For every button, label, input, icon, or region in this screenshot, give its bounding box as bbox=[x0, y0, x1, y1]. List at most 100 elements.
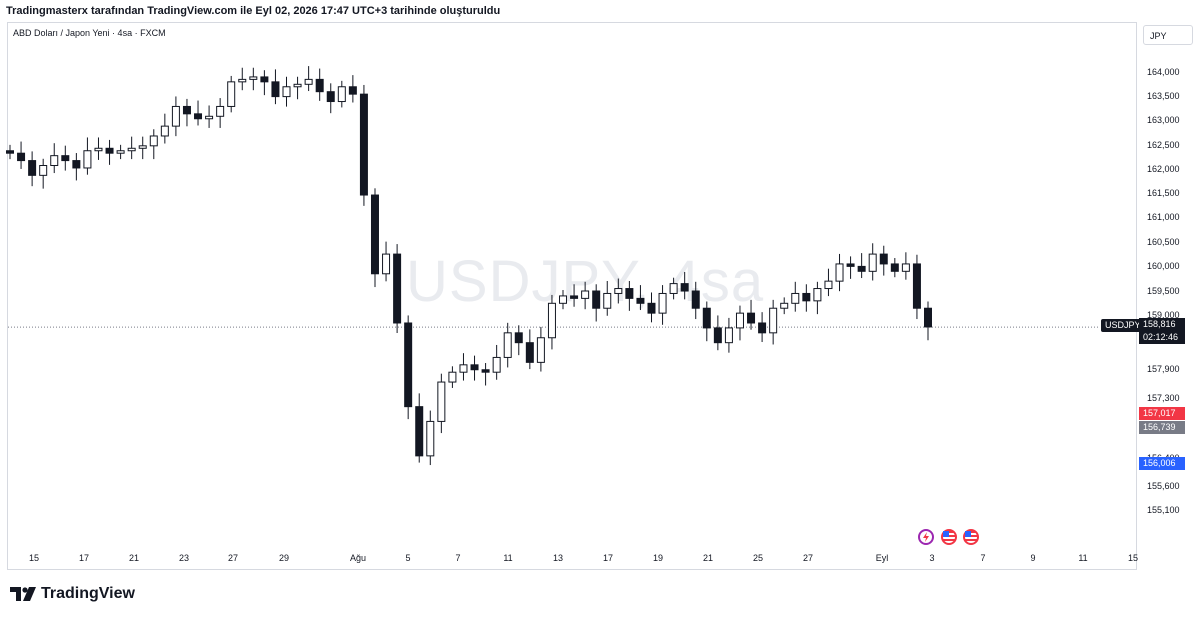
candle bbox=[813, 281, 822, 315]
date-tick-label: 11 bbox=[503, 553, 513, 563]
candle bbox=[315, 68, 324, 101]
candle bbox=[514, 325, 523, 356]
candle bbox=[470, 355, 479, 381]
price-tick-label: 160,000 bbox=[1147, 261, 1180, 271]
candle-body bbox=[227, 81, 236, 107]
price-tick-label: 164,000 bbox=[1147, 67, 1180, 77]
candle-body bbox=[758, 322, 767, 334]
candle-body bbox=[205, 115, 214, 120]
candle-body bbox=[359, 93, 368, 196]
price-tick-label: 155,600 bbox=[1147, 481, 1180, 491]
candle-body bbox=[17, 152, 26, 162]
candle-body bbox=[293, 83, 302, 88]
date-tick-label: 27 bbox=[802, 553, 814, 563]
candle-body bbox=[116, 150, 125, 154]
date-tick-label: 7 bbox=[980, 553, 986, 563]
candle bbox=[846, 256, 855, 279]
candle-body bbox=[50, 155, 59, 167]
candle-body bbox=[393, 253, 402, 324]
candle bbox=[802, 284, 811, 312]
candle-body bbox=[536, 337, 545, 363]
candle-body bbox=[448, 371, 457, 383]
date-tick-label: 21 bbox=[702, 553, 714, 563]
candle bbox=[680, 271, 689, 300]
symbol-watermark: USDJPY, 4sa bbox=[406, 249, 765, 314]
us-flag-event-icon[interactable] bbox=[963, 529, 979, 545]
candle bbox=[890, 258, 899, 278]
candle-body bbox=[824, 280, 833, 290]
candle bbox=[160, 113, 169, 144]
candle-body bbox=[780, 302, 789, 309]
candle bbox=[72, 153, 81, 181]
candle-body bbox=[216, 105, 225, 117]
candle bbox=[647, 292, 656, 323]
candle bbox=[39, 158, 48, 189]
candle-body bbox=[160, 125, 169, 137]
candle-body bbox=[304, 78, 313, 85]
candle-body bbox=[702, 307, 711, 329]
candle bbox=[293, 76, 302, 100]
candle-body bbox=[802, 292, 811, 302]
candle-body bbox=[282, 86, 291, 98]
candle bbox=[691, 281, 700, 320]
candle-body bbox=[149, 135, 158, 147]
date-tick-label: 15 bbox=[1127, 553, 1139, 563]
candle-body bbox=[105, 147, 114, 154]
date-tick-label: 9 bbox=[1030, 553, 1036, 563]
candle-body bbox=[326, 91, 335, 103]
price-tick-label: 162,000 bbox=[1147, 164, 1180, 174]
candle bbox=[326, 83, 335, 114]
price-tick-label: 163,000 bbox=[1147, 115, 1180, 125]
current-price-value: 158,816 bbox=[1143, 319, 1176, 329]
candle bbox=[912, 254, 921, 320]
candle-body bbox=[83, 150, 92, 169]
price-tick-label: 157,900 bbox=[1147, 364, 1180, 374]
candle-body bbox=[603, 292, 612, 309]
candle bbox=[570, 284, 579, 307]
candle bbox=[171, 96, 180, 137]
candle bbox=[127, 136, 136, 160]
candle bbox=[249, 67, 258, 91]
candle bbox=[227, 75, 236, 113]
current-symbol-badge: USDJPY bbox=[1101, 319, 1145, 332]
candle bbox=[437, 373, 446, 434]
symbol-description[interactable]: ABD Doları / Japon Yeni · 4sa · FXCM bbox=[13, 28, 166, 38]
price-tick-label: 162,500 bbox=[1147, 140, 1180, 150]
candle bbox=[603, 280, 612, 316]
candle-body bbox=[658, 292, 667, 314]
candle bbox=[382, 241, 391, 282]
candle bbox=[50, 143, 59, 174]
date-tick-label: 17 bbox=[602, 553, 614, 563]
candle-body bbox=[769, 307, 778, 334]
candle bbox=[426, 410, 435, 466]
candle bbox=[393, 244, 402, 333]
date-tick-label: 21 bbox=[128, 553, 140, 563]
candle bbox=[780, 297, 789, 315]
us-flag-event-icon[interactable] bbox=[941, 529, 957, 545]
candle-body bbox=[503, 332, 512, 358]
candle-body bbox=[492, 356, 501, 373]
candle bbox=[614, 278, 623, 304]
candle-body bbox=[912, 263, 921, 309]
currency-button[interactable]: JPY bbox=[1143, 25, 1193, 45]
candle-body bbox=[437, 381, 446, 422]
candle-body bbox=[127, 147, 136, 152]
price-tick-label: 159,000 bbox=[1147, 310, 1180, 320]
candle-body bbox=[315, 78, 324, 93]
date-tick-label: Eyl bbox=[875, 553, 889, 563]
tradingview-logo-icon bbox=[10, 587, 36, 601]
candle-body bbox=[791, 292, 800, 304]
candle-body bbox=[592, 290, 601, 309]
lightning-event-icon[interactable] bbox=[918, 529, 934, 545]
date-tick-label: 13 bbox=[552, 553, 564, 563]
tradingview-logo[interactable]: TradingView bbox=[10, 585, 135, 603]
candle bbox=[61, 145, 70, 171]
candle bbox=[404, 315, 413, 420]
candle bbox=[370, 188, 379, 288]
candle bbox=[105, 139, 114, 165]
price-tick-label: 157,300 bbox=[1147, 393, 1180, 403]
candle-body bbox=[879, 253, 888, 265]
date-tick-label: 17 bbox=[78, 553, 90, 563]
candle bbox=[216, 98, 225, 128]
